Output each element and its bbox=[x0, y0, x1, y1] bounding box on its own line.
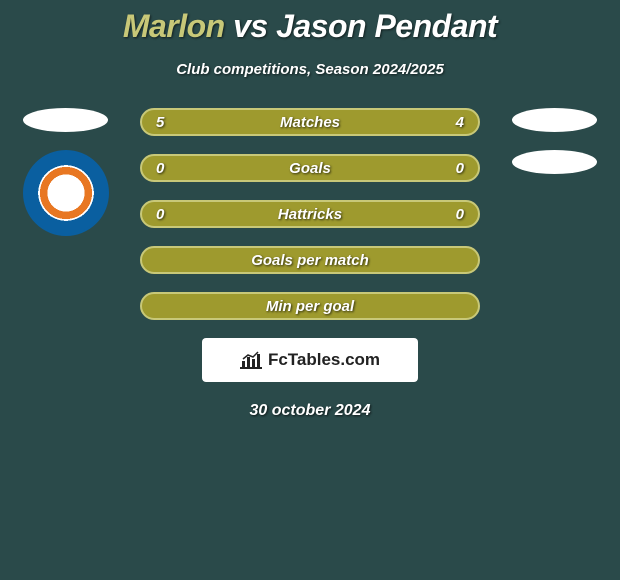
stat-right-value: 0 bbox=[444, 206, 464, 223]
stat-row-min-per-goal: Min per goal bbox=[140, 292, 480, 320]
stat-row-goals: 0 Goals 0 bbox=[140, 154, 480, 182]
stat-right-value: 4 bbox=[444, 114, 464, 131]
date-text: 30 october 2024 bbox=[0, 402, 620, 420]
right-column bbox=[507, 108, 602, 174]
stat-label: Min per goal bbox=[176, 298, 444, 315]
player2-placeholder-1 bbox=[512, 108, 597, 132]
stat-left-value: 5 bbox=[156, 114, 176, 131]
stat-label: Hattricks bbox=[176, 206, 444, 223]
stat-row-matches: 5 Matches 4 bbox=[140, 108, 480, 136]
stat-label: Matches bbox=[176, 114, 444, 131]
player1-name: Marlon bbox=[123, 8, 225, 44]
stat-row-hattricks: 0 Hattricks 0 bbox=[140, 200, 480, 228]
vs-text: vs bbox=[233, 8, 268, 44]
stat-right-value: 0 bbox=[444, 160, 464, 177]
stat-bars: 5 Matches 4 0 Goals 0 0 Hattricks 0 Goal… bbox=[140, 108, 480, 320]
stat-left-value: 0 bbox=[156, 206, 176, 223]
shb-da-nang-logo bbox=[23, 150, 109, 236]
left-column bbox=[18, 108, 113, 236]
stat-left-value: 0 bbox=[156, 160, 176, 177]
stat-label: Goals bbox=[176, 160, 444, 177]
brand-box: FcTables.com bbox=[202, 338, 418, 382]
brand-text: FcTables.com bbox=[268, 350, 380, 370]
page-title: Marlon vs Jason Pendant bbox=[0, 0, 620, 45]
stat-row-goals-per-match: Goals per match bbox=[140, 246, 480, 274]
brand-chart-icon bbox=[240, 351, 262, 369]
stat-label: Goals per match bbox=[176, 252, 444, 269]
comparison-content: 5 Matches 4 0 Goals 0 0 Hattricks 0 Goal… bbox=[0, 108, 620, 420]
player2-name: Jason Pendant bbox=[276, 8, 497, 44]
player1-placeholder-1 bbox=[23, 108, 108, 132]
subtitle: Club competitions, Season 2024/2025 bbox=[0, 61, 620, 78]
player2-placeholder-2 bbox=[512, 150, 597, 174]
